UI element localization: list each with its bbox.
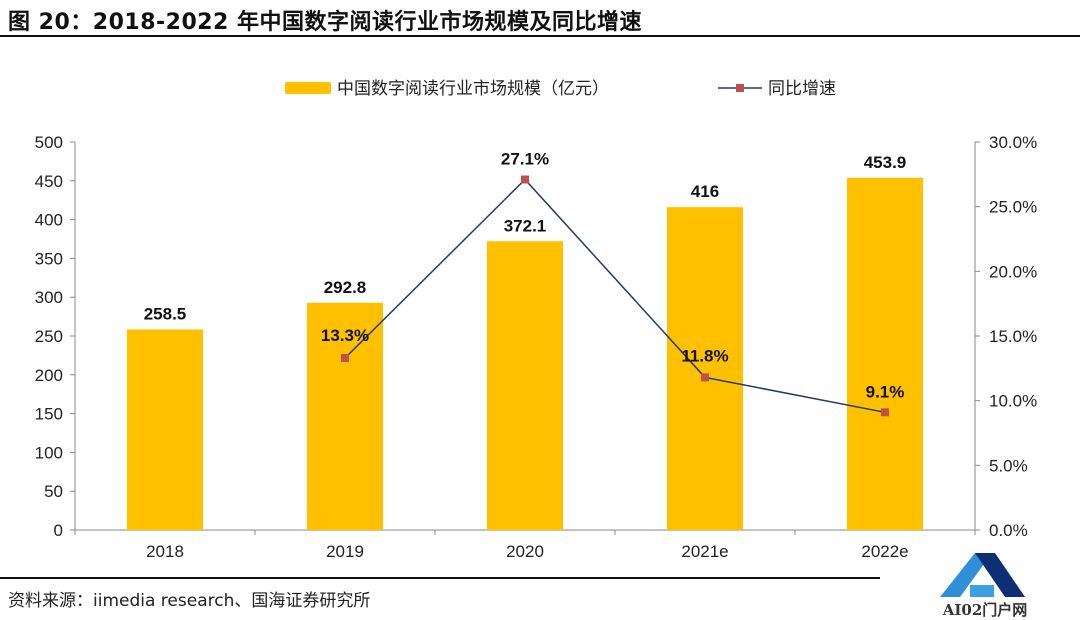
source-note: 资料来源：iimedia research、国海证券研究所 xyxy=(8,591,371,611)
left-tick-label: 200 xyxy=(35,366,63,385)
legend-line-marker xyxy=(736,84,744,92)
left-tick-label: 150 xyxy=(35,405,63,424)
x-tick-label: 2020 xyxy=(506,542,544,561)
left-tick-label: 100 xyxy=(35,443,63,462)
left-tick-label: 0 xyxy=(54,521,63,540)
x-tick-label: 2019 xyxy=(326,542,364,561)
x-tick-label: 2021e xyxy=(681,542,728,561)
left-tick-label: 250 xyxy=(35,327,63,346)
left-tick-label: 50 xyxy=(44,482,63,501)
watermark-logo: AI02门户网 xyxy=(930,545,1040,620)
growth-data-label: 11.8% xyxy=(681,346,728,365)
left-tick-label: 500 xyxy=(35,133,63,152)
watermark-text: AI02门户网 xyxy=(942,601,1028,619)
growth-marker xyxy=(341,353,349,362)
bar xyxy=(667,207,743,530)
bar xyxy=(487,241,563,530)
bar-data-label: 258.5 xyxy=(144,304,187,323)
bar xyxy=(847,177,923,530)
right-tick-label: 15.0% xyxy=(989,327,1037,346)
bar xyxy=(307,302,383,530)
chart-title: 图 20：2018-2022 年中国数字阅读行业市场规模及同比增速 xyxy=(8,10,643,35)
right-tick-label: 5.0% xyxy=(989,456,1028,475)
bar-data-label: 416 xyxy=(691,182,719,201)
growth-data-label: 13.3% xyxy=(321,326,369,345)
right-tick-label: 20.0% xyxy=(989,262,1037,281)
bar-data-label: 372.1 xyxy=(504,216,547,235)
title-divider xyxy=(0,35,1080,37)
legend-bar-label: 中国数字阅读行业市场规模（亿元） xyxy=(337,79,609,99)
growth-marker xyxy=(881,408,889,417)
bar xyxy=(127,329,203,530)
right-tick-label: 30.0% xyxy=(989,133,1037,152)
bar-data-label: 453.9 xyxy=(864,153,907,172)
growth-data-label: 9.1% xyxy=(866,382,905,401)
logo-a-icon xyxy=(940,553,1025,597)
left-tick-label: 450 xyxy=(35,172,63,191)
right-tick-label: 25.0% xyxy=(989,198,1037,217)
right-tick-label: 0.0% xyxy=(989,521,1028,540)
left-tick-label: 400 xyxy=(35,211,63,230)
bar-data-label: 292.8 xyxy=(324,278,367,297)
x-tick-label: 2022e xyxy=(861,542,908,561)
legend-line-label: 同比增速 xyxy=(768,79,836,99)
growth-marker xyxy=(701,373,709,382)
x-tick-label: 2018 xyxy=(146,542,184,561)
growth-marker xyxy=(521,175,529,184)
growth-line xyxy=(344,178,886,414)
source-divider xyxy=(0,577,880,579)
growth-data-label: 27.1% xyxy=(501,150,549,169)
left-tick-label: 300 xyxy=(35,288,63,307)
legend-bar-swatch xyxy=(285,82,331,94)
right-tick-label: 10.0% xyxy=(989,392,1037,411)
left-tick-label: 350 xyxy=(35,249,63,268)
